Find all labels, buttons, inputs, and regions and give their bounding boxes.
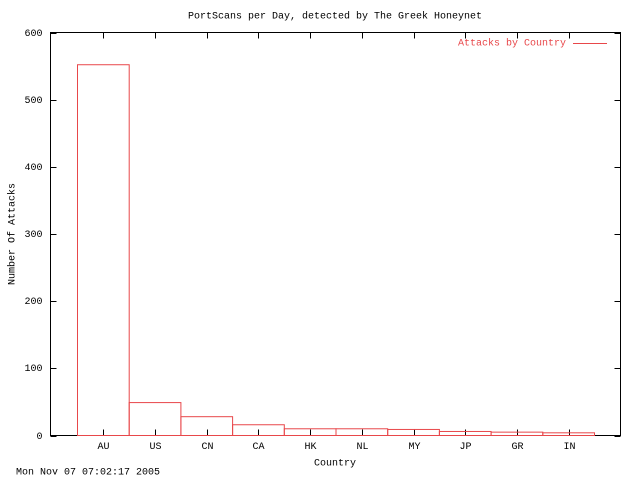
x-tick-label: HK <box>304 442 316 453</box>
y-tick-label: 500 <box>24 96 42 107</box>
y-tick-label: 0 <box>36 432 42 443</box>
x-tick-label: IN <box>563 442 575 453</box>
y-tick-label: 400 <box>24 163 42 174</box>
y-tick-label: 200 <box>24 297 42 308</box>
y-tick-label: 300 <box>24 230 42 241</box>
x-tick-label: MY <box>408 442 420 453</box>
y-tick-label: 600 <box>24 29 42 40</box>
x-tick-label: NL <box>356 442 368 453</box>
y-axis-label: Number Of Attacks <box>7 183 19 285</box>
x-tick-label: JP <box>459 442 471 453</box>
x-tick-label: CN <box>201 442 213 453</box>
chart-title: PortScans per Day, detected by The Greek… <box>188 11 482 23</box>
x-tick-label: GR <box>511 442 523 453</box>
bar <box>542 432 595 436</box>
x-tick-label: US <box>149 442 161 453</box>
x-tick-label: CA <box>252 442 264 453</box>
x-axis-label: Country <box>314 459 356 470</box>
y-tick-label: 100 <box>24 364 42 375</box>
x-tick-label: AU <box>97 442 109 453</box>
bar <box>77 64 130 437</box>
timestamp: Mon Nov 07 07:02:17 2005 <box>16 468 160 479</box>
legend-label: Attacks by Country <box>458 38 566 50</box>
